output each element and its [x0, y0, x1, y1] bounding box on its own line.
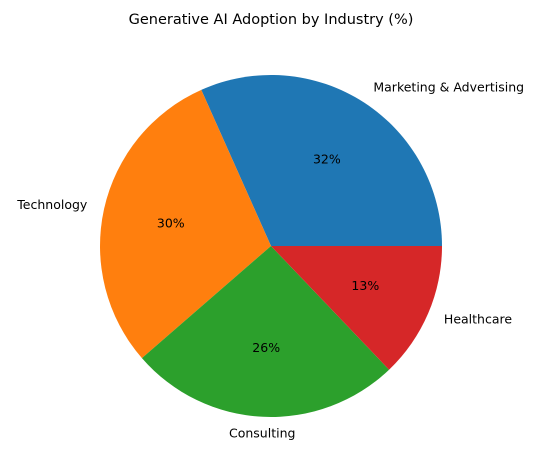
pie-slice-consulting — [141, 246, 390, 417]
pie-labels: Marketing & Advertising 32% Technology 30% C… — [16, 80, 524, 441]
slice-label-healthcare: Healthcare — [444, 312, 512, 327]
chart-title: Generative AI Adoption by Industry (%) — [129, 12, 414, 28]
slice-percent-marketing-and-advertising: 32% — [313, 151, 341, 166]
pie-slices — [100, 75, 442, 417]
slice-percent-consulting: 26% — [252, 340, 280, 355]
slice-label-technology: Technology — [16, 197, 88, 212]
slice-label-consulting: Consulting — [229, 425, 295, 440]
slice-percent-technology: 30% — [157, 215, 185, 230]
pie-slice-healthcare — [271, 246, 442, 370]
slice-percent-healthcare: 13% — [351, 278, 379, 293]
pie-slice-marketing-and-advertising — [201, 75, 442, 246]
pie-slice-technology — [100, 89, 271, 359]
slice-label-marketing-and-advertising: Marketing & Advertising — [373, 80, 524, 95]
